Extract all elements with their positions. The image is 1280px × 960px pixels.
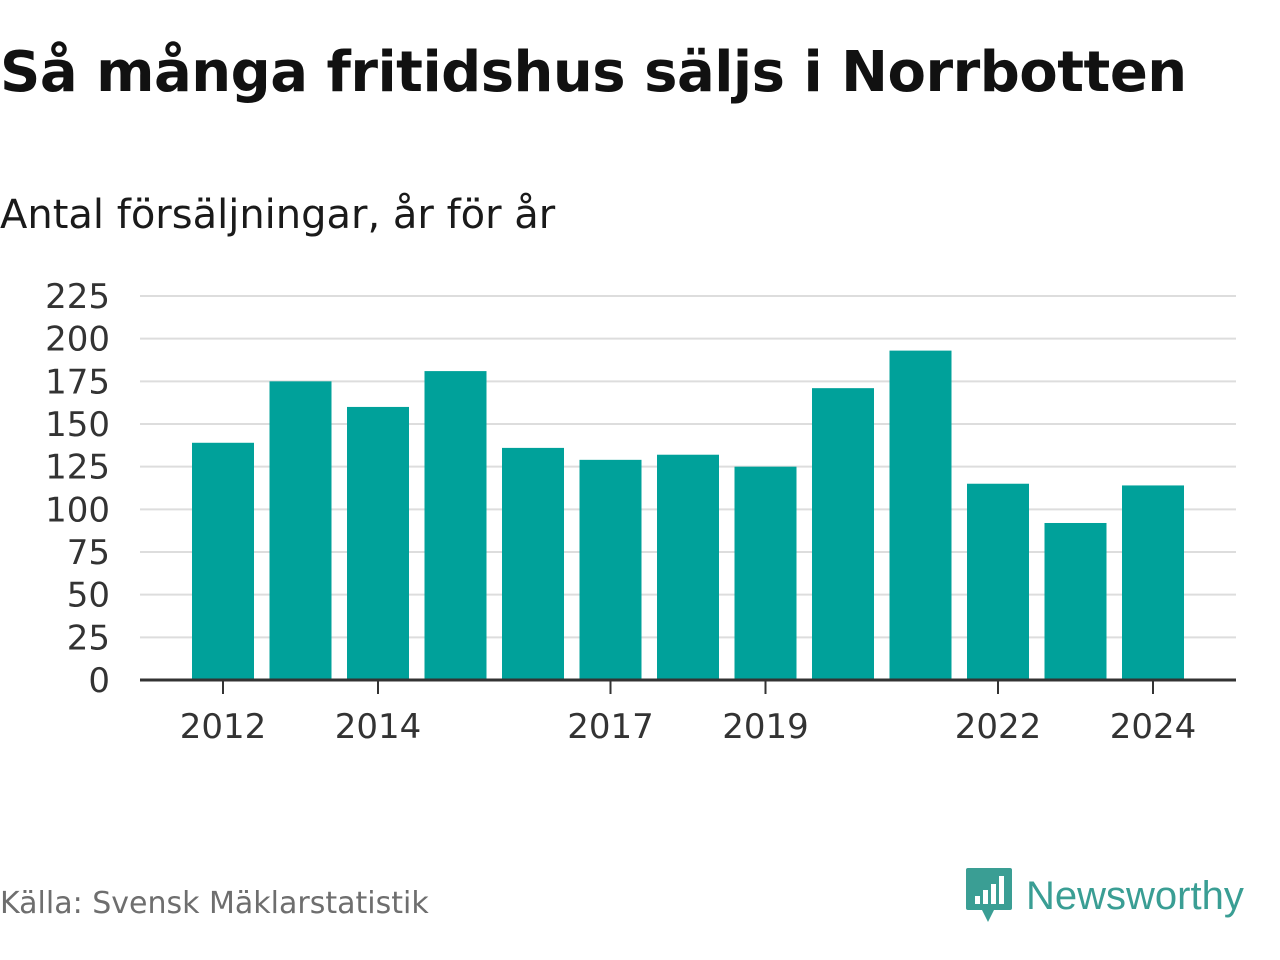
bar-2022: [967, 483, 1029, 680]
bar-2021: [889, 350, 952, 680]
bar-2024: [1122, 485, 1184, 680]
brand-logo: Newsworthy: [964, 866, 1244, 926]
x-tick-label: 2014: [335, 707, 422, 747]
brand-name: Newsworthy: [1026, 873, 1244, 918]
source-note: Källa: Svensk Mäklarstatistik: [0, 886, 429, 921]
y-tick-label: 50: [67, 576, 110, 616]
y-tick-label: 75: [67, 533, 110, 573]
y-tick-label: 25: [67, 618, 110, 658]
y-tick-label: 175: [45, 362, 110, 402]
y-tick-label: 125: [45, 448, 110, 488]
bar-2012: [192, 442, 254, 680]
bar-2017: [579, 459, 642, 680]
bar-2019: [734, 466, 797, 680]
x-axis-ticks: 2012 2014 2017 2019 2022 2024: [180, 680, 1197, 747]
bar-2013: [269, 381, 332, 680]
x-tick-label: 2024: [1110, 707, 1197, 747]
y-tick-label: 200: [45, 320, 110, 360]
y-tick-label: 225: [45, 277, 110, 317]
x-tick-label: 2017: [567, 707, 654, 747]
x-tick-label: 2019: [722, 707, 809, 747]
bar-2020: [812, 388, 874, 680]
bars: [192, 350, 1184, 680]
y-tick-label: 0: [88, 661, 110, 701]
y-tick-label: 150: [45, 405, 110, 445]
bar-2016: [502, 447, 564, 680]
bar-2014: [347, 406, 409, 680]
chart-title: Så många fritidshus säljs i Norrbotten: [0, 40, 1187, 105]
bar-2015: [424, 371, 487, 680]
y-tick-label: 100: [45, 490, 110, 530]
bar-2018: [657, 454, 719, 680]
bar-2023: [1044, 522, 1107, 680]
x-tick-label: 2012: [180, 707, 267, 747]
x-tick-label: 2022: [955, 707, 1042, 747]
chart-subtitle: Antal försäljningar, år för år: [0, 192, 556, 238]
newsworthy-logo-icon: [966, 868, 1012, 922]
